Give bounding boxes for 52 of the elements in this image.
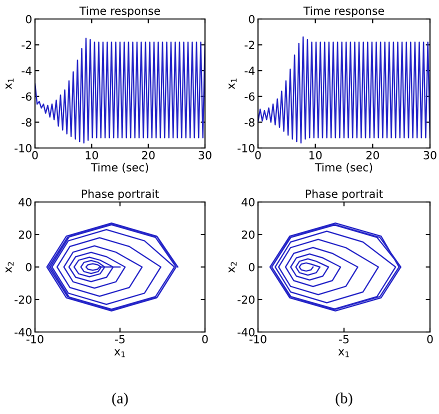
chart-title: Phase portrait bbox=[82, 189, 159, 200]
y-tick-label: -6 bbox=[244, 92, 255, 101]
text: (a) bbox=[112, 392, 128, 407]
x-tick-label: 30 bbox=[424, 150, 436, 160]
x-tick-label: -5 bbox=[339, 335, 349, 344]
x-axis-title: x$_{1}$ bbox=[338, 349, 349, 358]
y-axis-title: x$_{1}$ bbox=[228, 78, 237, 90]
x-tick-label: 20 bbox=[366, 150, 379, 160]
x-axis-title: Time (sec) bbox=[314, 162, 372, 173]
y-tick-label: -20 bbox=[14, 295, 32, 304]
y-tick-label: -10 bbox=[14, 144, 32, 152]
x-tick-label: 0 bbox=[255, 150, 261, 160]
text: (b) bbox=[336, 392, 352, 407]
y-tick-label: -8 bbox=[22, 118, 32, 127]
chart-title: Time response bbox=[303, 6, 384, 18]
y-tick-label: 0 bbox=[26, 14, 32, 24]
y-tick-label: -2 bbox=[244, 40, 254, 50]
x-axis-title: Time (sec) bbox=[90, 162, 148, 173]
line-series bbox=[269, 222, 402, 312]
y-tick-label: 20 bbox=[18, 230, 32, 239]
y-axis-title: x$_{1}$ bbox=[6, 78, 14, 90]
line-series bbox=[258, 36, 430, 144]
x-tick-label: 0 bbox=[202, 334, 208, 344]
x-tick-label: 10 bbox=[86, 150, 98, 160]
x-tick-label: 0 bbox=[32, 150, 38, 160]
x-tick-label: 30 bbox=[198, 150, 212, 160]
chart-title: Phase portrait bbox=[306, 189, 383, 200]
y-tick-label: 40 bbox=[18, 198, 32, 206]
line-series bbox=[35, 38, 205, 144]
y-axis-title: x$_{2}$ bbox=[6, 262, 14, 273]
y-tick-label: 20 bbox=[242, 230, 254, 239]
x-axis-title: x$_{1}$ bbox=[114, 349, 125, 358]
x-tick-label: 20 bbox=[142, 150, 155, 160]
y-tick-label: -4 bbox=[22, 66, 32, 75]
x-tick-label: 10 bbox=[309, 150, 322, 160]
chart-title: Time response bbox=[79, 6, 160, 18]
y-tick-label: -40 bbox=[238, 328, 254, 336]
y-tick-label: 0 bbox=[26, 262, 32, 272]
line-series bbox=[46, 222, 178, 312]
x-tick-label: -5 bbox=[115, 335, 125, 344]
y-tick-label: 0 bbox=[248, 14, 254, 24]
x-tick-label: 0 bbox=[427, 334, 433, 344]
y-tick-label: -2 bbox=[22, 40, 32, 50]
y-tick-label: -10 bbox=[238, 144, 254, 152]
y-tick-label: -4 bbox=[244, 66, 255, 75]
y-tick-label: -8 bbox=[244, 118, 254, 127]
y-tick-label: -6 bbox=[22, 92, 32, 101]
y-tick-label: 40 bbox=[242, 198, 254, 206]
y-axis-title: x$_{2}$ bbox=[228, 262, 237, 273]
y-tick-label: -40 bbox=[14, 328, 32, 336]
y-tick-label: -20 bbox=[238, 295, 254, 304]
y-tick-label: 0 bbox=[248, 262, 254, 272]
